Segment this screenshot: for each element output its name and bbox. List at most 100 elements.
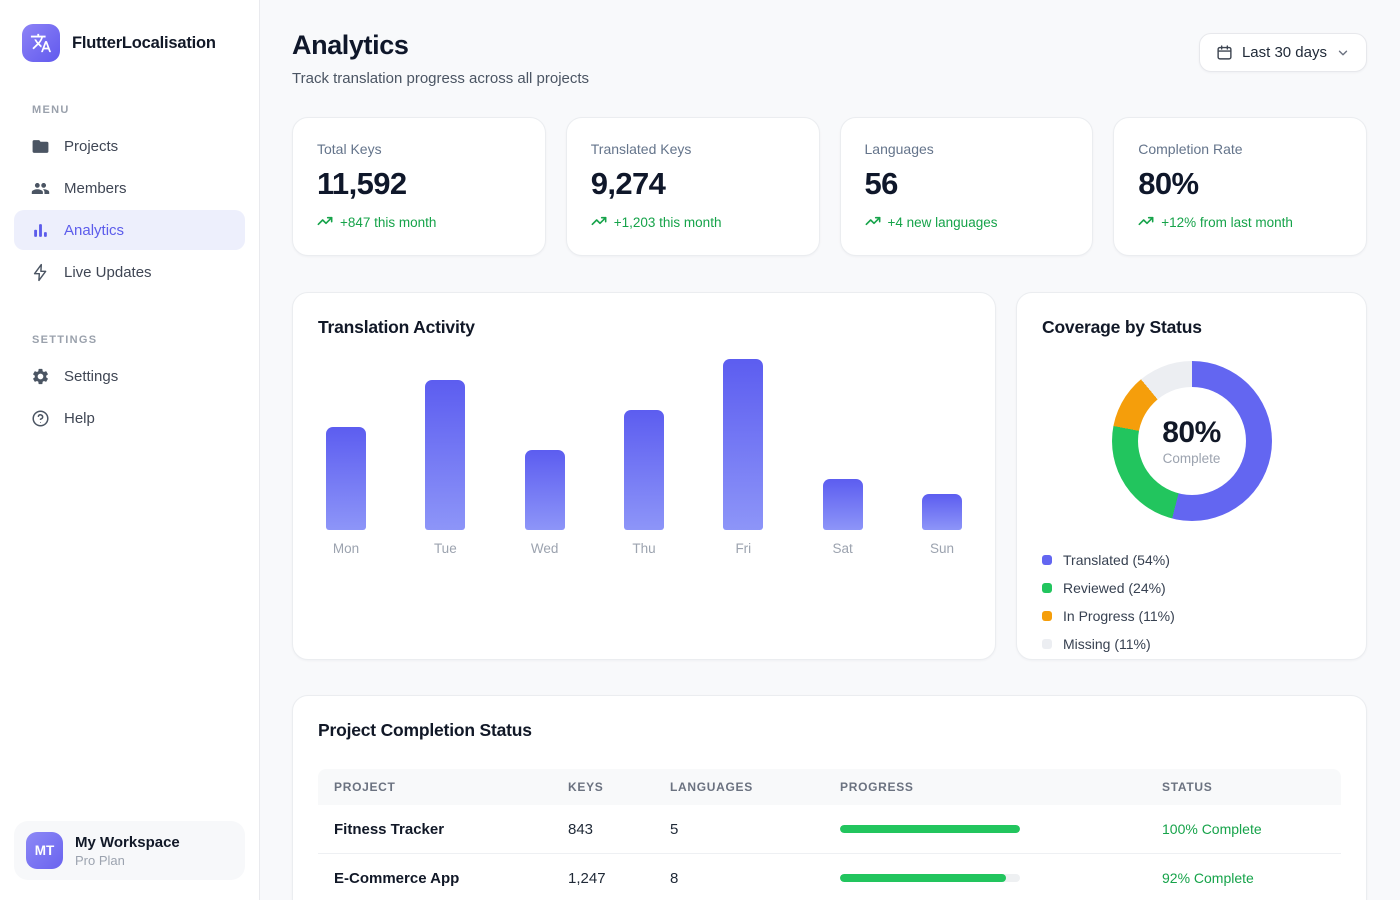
stat-label: Languages xyxy=(864,141,934,157)
trending-up-icon xyxy=(865,213,881,232)
settings-section-label: SETTINGS xyxy=(32,334,98,346)
progress-bar-fill xyxy=(840,874,1006,882)
bar-chart-icon xyxy=(30,220,50,240)
stat-value: 11,592 xyxy=(317,166,407,201)
trending-up-icon xyxy=(591,213,607,232)
legend-item-missing-11-: Missing (11%) xyxy=(1042,636,1341,652)
bar-fri xyxy=(723,359,764,530)
legend-swatch xyxy=(1042,555,1052,565)
bar-label-sat: Sat xyxy=(832,541,853,556)
legend-label: Reviewed (24%) xyxy=(1063,580,1166,596)
page-title: Analytics xyxy=(292,30,409,60)
column-header-status: Status xyxy=(1162,780,1213,794)
bar-label-sun: Sun xyxy=(929,541,954,556)
date-filter-button[interactable]: Last 30 days xyxy=(1198,33,1367,72)
trending-up-icon xyxy=(317,213,333,232)
sidebar-item-projects[interactable]: Projects xyxy=(14,126,245,166)
coverage-by-status-card: Coverage by Status 80% Complete Translat… xyxy=(1016,292,1367,660)
settings-nav: Settings Help xyxy=(14,356,245,440)
brand[interactable]: FlutterLocalisation xyxy=(14,0,245,62)
donut-legend: Translated (54%) Reviewed (24%) In Progres… xyxy=(1042,552,1341,652)
calendar-icon xyxy=(1216,44,1233,61)
bar-label-wed: Wed xyxy=(530,541,559,556)
main-nav: Projects Members Analytics Live Updates xyxy=(14,126,245,294)
progress-bar-track xyxy=(840,874,1020,882)
stat-value: 80% xyxy=(1138,166,1199,201)
progress-bar-track xyxy=(840,825,1020,833)
legend-label: In Progress (11%) xyxy=(1063,608,1175,624)
stat-label: Completion Rate xyxy=(1138,141,1243,157)
bar-mon xyxy=(326,427,366,530)
languages-cell: 8 xyxy=(670,869,679,887)
donut-chart-title: Coverage by Status xyxy=(1042,317,1202,337)
stat-trend-label: +4 new languages xyxy=(887,215,998,230)
sidebar-item-settings[interactable]: Settings xyxy=(14,356,245,396)
column-header-keys: Keys xyxy=(568,780,604,794)
stat-value: 56 xyxy=(864,166,899,201)
sidebar-item-label: Settings xyxy=(64,367,119,385)
stat-card-completion-rate: Completion Rate 80% +12% from last month xyxy=(1113,117,1367,256)
column-header-progress: Progress xyxy=(840,780,914,794)
bar-chart-title: Translation Activity xyxy=(318,317,475,337)
bar-label-mon: Mon xyxy=(332,541,360,556)
legend-item-reviewed-24-: Reviewed (24%) xyxy=(1042,580,1341,596)
stat-trend: +1,203 this month xyxy=(591,213,795,232)
charts-row: Translation Activity Mon Tue Wed Thu Fri Sat S… xyxy=(292,292,1367,660)
bar-label-thu: Thu xyxy=(632,541,656,556)
legend-item-translated-54-: Translated (54%) xyxy=(1042,552,1341,568)
project-name-cell: Fitness Tracker xyxy=(334,820,445,838)
donut-chart: 80% Complete xyxy=(1111,361,1272,521)
workspace-avatar: MT xyxy=(26,832,63,869)
stat-label: Translated Keys xyxy=(590,141,692,157)
bar-chart-labels: Mon Tue Wed Thu Fri Sat Sun xyxy=(318,541,970,556)
status-cell: 92% Complete xyxy=(1162,870,1254,886)
sidebar-item-analytics[interactable]: Analytics xyxy=(14,210,245,250)
chevron-down-icon xyxy=(1336,46,1350,60)
stat-trend: +847 this month xyxy=(317,213,521,232)
keys-cell: 843 xyxy=(568,820,594,838)
stat-value: 9,274 xyxy=(590,166,666,201)
donut-center-value: 80% xyxy=(1162,416,1221,449)
sidebar-item-help[interactable]: Help xyxy=(14,398,245,438)
stat-label: Total Keys xyxy=(317,141,382,157)
bar-tue xyxy=(425,380,466,530)
page-subtitle: Track translation progress across all pr… xyxy=(292,70,590,87)
stat-trend-label: +12% from last month xyxy=(1161,215,1293,230)
sidebar-item-label: Members xyxy=(64,179,127,197)
legend-swatch xyxy=(1042,583,1052,593)
stat-trend: +12% from last month xyxy=(1138,213,1342,232)
legend-item-in-progress-11-: In Progress (11%) xyxy=(1042,608,1341,624)
languages-cell: 5 xyxy=(670,820,679,838)
sidebar-item-label: Analytics xyxy=(64,221,125,239)
workspace-name: My Workspace xyxy=(75,833,180,851)
table-header-row: Project Keys Languages Progress Status xyxy=(318,769,1341,805)
column-header-languages: Languages xyxy=(670,780,753,794)
stat-trend: +4 new languages xyxy=(865,213,1069,232)
sidebar-item-members[interactable]: Members xyxy=(14,168,245,208)
table-title: Project Completion Status xyxy=(318,720,532,740)
keys-cell: 1,247 xyxy=(568,869,606,887)
sidebar-item-label: Projects xyxy=(64,137,119,155)
status-cell: 100% Complete xyxy=(1162,821,1262,837)
project-name-cell: E-Commerce App xyxy=(334,869,460,887)
workspace-card[interactable]: MT My Workspace Pro Plan xyxy=(14,821,245,880)
help-icon xyxy=(30,408,50,428)
bar-sat xyxy=(822,479,863,530)
app-title: FlutterLocalisation xyxy=(72,33,216,52)
bar-sun xyxy=(921,494,962,530)
lightning-icon xyxy=(30,262,50,282)
bar-label-fri: Fri xyxy=(735,541,752,556)
members-icon xyxy=(30,178,50,198)
progress-bar-fill xyxy=(840,825,1020,833)
donut-center-label: Complete xyxy=(1162,451,1221,466)
menu-section-label: MENU xyxy=(32,104,70,116)
bar-label-tue: Tue xyxy=(433,541,457,556)
workspace-plan: Pro Plan xyxy=(75,852,125,868)
progress-cell xyxy=(840,825,1162,833)
stat-card-total-keys: Total Keys 11,592 +847 this month xyxy=(292,117,546,256)
table-body: Fitness Tracker 843 5 100% Complete E-Commer… xyxy=(318,805,1341,900)
sidebar-item-label: Live Updates xyxy=(64,263,152,281)
legend-label: Missing (11%) xyxy=(1063,636,1151,652)
table-row-e-commerce-app: E-Commerce App 1,247 8 92% Complete xyxy=(318,854,1341,900)
sidebar-item-live-updates[interactable]: Live Updates xyxy=(14,252,245,292)
